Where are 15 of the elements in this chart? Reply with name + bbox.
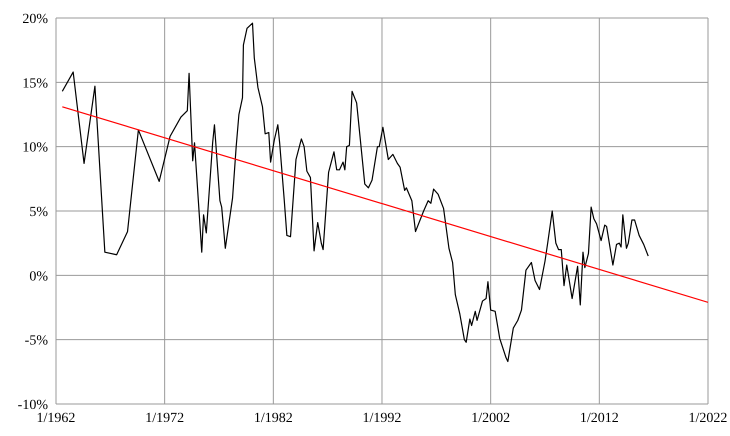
x-tick-label: 1/1992: [362, 410, 402, 426]
y-tick-label: -5%: [24, 334, 48, 349]
x-tick-label: 1/1982: [254, 410, 293, 426]
x-tick-label: 1/2012: [580, 410, 619, 426]
y-tick-label: -10%: [18, 398, 48, 413]
y-tick-label: 5%: [29, 204, 48, 220]
x-tick-label: 1/2022: [688, 410, 728, 426]
line-series: [62, 22, 649, 362]
y-tick-label: 20%: [22, 12, 48, 27]
x-tick-label: 1/2002: [471, 410, 510, 426]
y-tick-label: 10%: [22, 140, 48, 156]
y-tick-label: 15%: [22, 76, 48, 92]
y-tick-label: 0%: [29, 269, 48, 284]
x-tick-label: 1/1972: [145, 410, 184, 426]
x-tick-label: 1/1962: [36, 410, 76, 426]
